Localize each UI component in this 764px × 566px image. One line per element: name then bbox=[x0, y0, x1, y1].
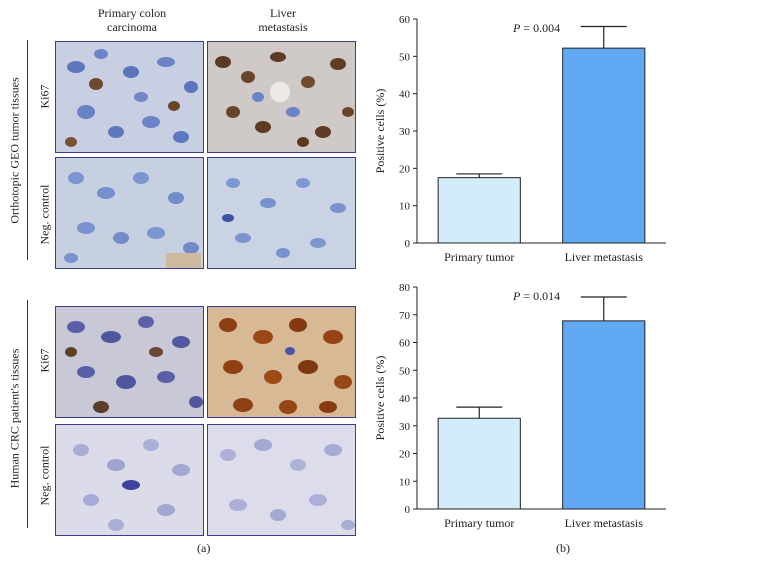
y-tick-label: 50 bbox=[399, 365, 411, 377]
y-tick-label: 10 bbox=[399, 201, 411, 213]
y-axis-label: Positive cells (%) bbox=[373, 89, 387, 174]
row-label-neg-geo: Neg. control bbox=[37, 184, 52, 245]
x-tick-label: Primary tumor bbox=[444, 516, 514, 530]
bar-liver-metastasis bbox=[562, 320, 646, 510]
bar-chart-geo: 0 10 20 30 40 50 60 Positive cells (%) Primary t… bbox=[373, 14, 666, 264]
y-tick-label: 20 bbox=[399, 163, 411, 175]
x-tick-label: Liver metastasis bbox=[565, 516, 644, 530]
y-tick-label: 40 bbox=[399, 89, 411, 101]
y-tick-label: 70 bbox=[399, 310, 411, 322]
group-divider-human bbox=[27, 300, 28, 528]
row-label-ki67-geo: Ki67 bbox=[37, 84, 52, 109]
micrograph-human-primary-ki67 bbox=[55, 306, 204, 418]
y-tick-label: 60 bbox=[399, 338, 411, 350]
panel-a-label: (a) bbox=[197, 541, 211, 555]
group-label-human: Human CRC patient's tissues bbox=[7, 348, 22, 489]
column-header-primary-text: Primary colon carcinoma bbox=[97, 6, 167, 34]
column-header-liver-text: Liver metastasis bbox=[258, 6, 308, 34]
micrograph-geo-primary-neg bbox=[55, 157, 204, 269]
p-value-annotation: P = 0.004 bbox=[512, 21, 560, 35]
micrograph-human-liver-neg bbox=[207, 424, 356, 536]
micrograph-human-liver-ki67 bbox=[207, 306, 356, 418]
micrograph-geo-liver-neg bbox=[207, 157, 356, 269]
bar-primary-tumor bbox=[437, 177, 521, 244]
micrograph-geo-liver-ki67 bbox=[207, 41, 356, 153]
y-tick-label: 80 bbox=[399, 282, 411, 294]
micrograph-human-primary-neg bbox=[55, 424, 204, 536]
row-label-neg-human: Neg. control bbox=[37, 445, 52, 506]
column-header-liver: Liver metastasis bbox=[203, 6, 363, 34]
y-tick-label: 60 bbox=[399, 14, 411, 26]
row-label-ki67-human: Ki67 bbox=[37, 348, 52, 373]
y-tick-label: 50 bbox=[399, 51, 411, 63]
y-tick-label: 0 bbox=[405, 504, 411, 516]
y-tick-label: 10 bbox=[399, 476, 411, 488]
y-tick-label: 0 bbox=[405, 238, 411, 250]
bar-chart-human: 0 10 20 30 40 50 60 70 80 Positive cells (%) Prima… bbox=[373, 282, 666, 530]
y-tick-label: 30 bbox=[399, 421, 411, 433]
y-tick-label: 20 bbox=[399, 449, 411, 461]
micrograph-geo-primary-ki67 bbox=[55, 41, 204, 153]
y-tick-label: 40 bbox=[399, 393, 411, 405]
y-tick-label: 30 bbox=[399, 126, 411, 138]
panel-b-label: (b) bbox=[556, 541, 570, 555]
p-value-annotation: P = 0.014 bbox=[512, 289, 560, 303]
bar-primary-tumor bbox=[437, 417, 521, 510]
x-tick-label: Liver metastasis bbox=[565, 250, 644, 264]
group-label-orthotopic: Orthotopic GEO tumor tissues bbox=[7, 77, 22, 224]
y-axis-label: Positive cells (%) bbox=[373, 356, 387, 441]
group-divider-orthotopic bbox=[27, 40, 28, 260]
bar-liver-metastasis bbox=[562, 47, 646, 244]
x-tick-label: Primary tumor bbox=[444, 250, 514, 264]
column-header-primary: Primary colon carcinoma bbox=[52, 6, 212, 34]
